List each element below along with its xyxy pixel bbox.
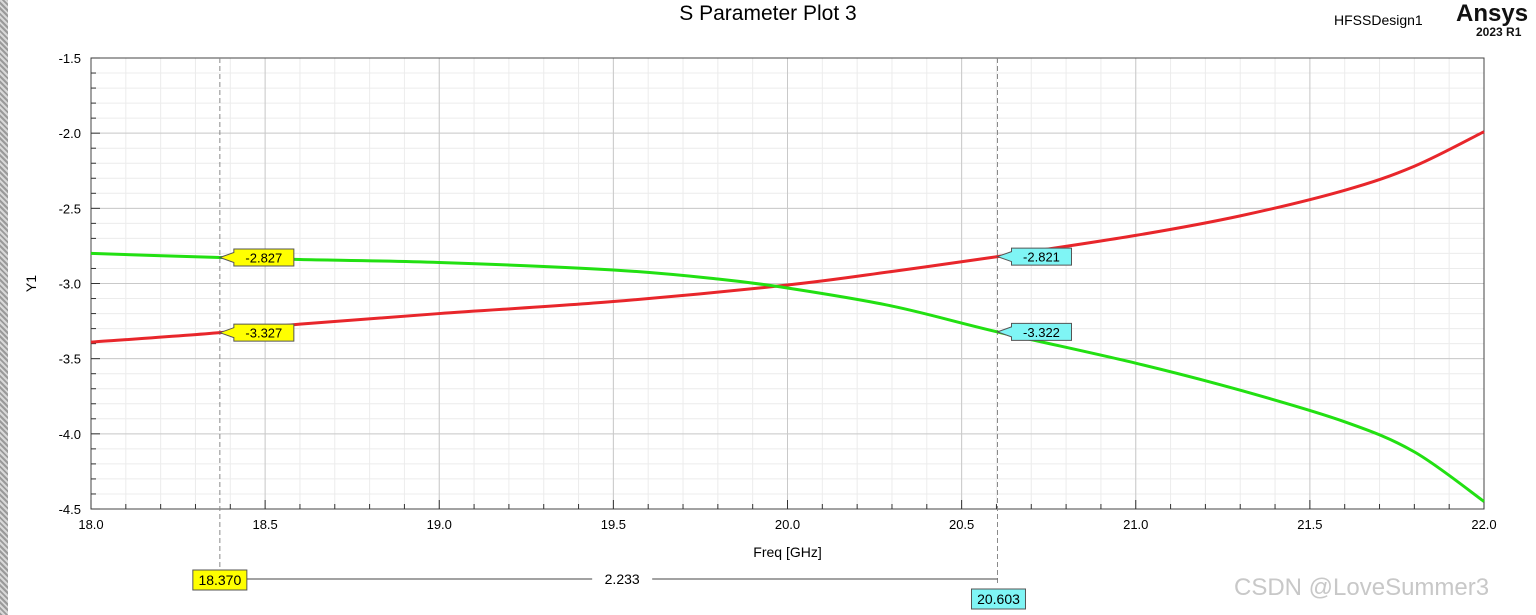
release-label: 2023 R1 — [1476, 25, 1522, 39]
marker-flag[interactable]: -3.327 — [218, 323, 295, 342]
axis-ticks — [90, 57, 1485, 510]
marker-x-box[interactable]: 18.370 — [192, 569, 248, 591]
delta-value: 2.233 — [605, 571, 640, 587]
delta-indicator: 2.233 — [246, 571, 998, 587]
x-tick-label: 18.0 — [78, 517, 103, 532]
x-tick-label: 18.5 — [252, 517, 277, 532]
y-axis-label: Y1 — [23, 275, 39, 292]
y-tick-label: -3.5 — [59, 352, 81, 367]
x-tick-label: 21.5 — [1297, 517, 1322, 532]
x-axis-label: Freq [GHz] — [753, 544, 821, 560]
x-tick-label: 19.5 — [601, 517, 626, 532]
x-tick-label: 20.0 — [775, 517, 800, 532]
marker-flag[interactable]: -3.322 — [996, 322, 1072, 341]
brand-logo: Ansys — [1456, 0, 1529, 27]
series-lines — [90, 130, 1485, 503]
marker-labels[interactable]: -2.827 -3.327 18.370 -2.821 -3.322 20.603 — [192, 247, 1072, 610]
chart-title: S Parameter Plot 3 — [679, 2, 857, 25]
marker-x-box-bg — [970, 588, 1026, 610]
marker-flag-value: -2.821 — [1023, 250, 1060, 265]
series-line-1 — [90, 130, 1485, 344]
y-tick-label: -2.0 — [59, 126, 81, 141]
marker-x-value: 18.370 — [198, 572, 241, 588]
marker-x-box-bg — [192, 569, 248, 591]
marker-flag-shape — [218, 248, 295, 267]
y-tick-label: -3.0 — [59, 277, 81, 292]
watermark: CSDN @LoveSummer3 — [1234, 574, 1490, 601]
marker-x-value: 20.603 — [977, 591, 1020, 607]
marker-flag-shape — [218, 323, 295, 342]
marker-flag[interactable]: -2.827 — [218, 248, 295, 267]
design-name: HFSSDesign1 — [1334, 12, 1423, 28]
marker-flag-value: -3.322 — [1023, 325, 1060, 340]
y-tick-label: -2.5 — [59, 201, 81, 216]
marker-flag-value: -3.327 — [245, 326, 282, 341]
y-tick-label: -4.5 — [59, 502, 81, 517]
marker-flag-value: -2.827 — [245, 250, 282, 265]
marker-flag-shape — [996, 247, 1072, 266]
y-tick-label: -1.5 — [59, 51, 81, 66]
x-tick-label: 22.0 — [1471, 517, 1496, 532]
x-tick-label: 21.0 — [1123, 517, 1148, 532]
marker-x-box[interactable]: 20.603 — [970, 588, 1026, 610]
tick-labels: 18.0 18.5 19.0 19.5 20.0 20.5 21.0 21.5 22.0 -1.5… — [59, 51, 1497, 532]
marker-flag-shape — [996, 322, 1072, 341]
y-tick-label: -4.0 — [59, 427, 81, 442]
x-tick-label: 20.5 — [949, 517, 974, 532]
series-line-2 — [90, 251, 1485, 503]
x-tick-label: 19.0 — [427, 517, 452, 532]
window-edge-strip — [0, 0, 8, 615]
marker-flag[interactable]: -2.821 — [996, 247, 1072, 266]
